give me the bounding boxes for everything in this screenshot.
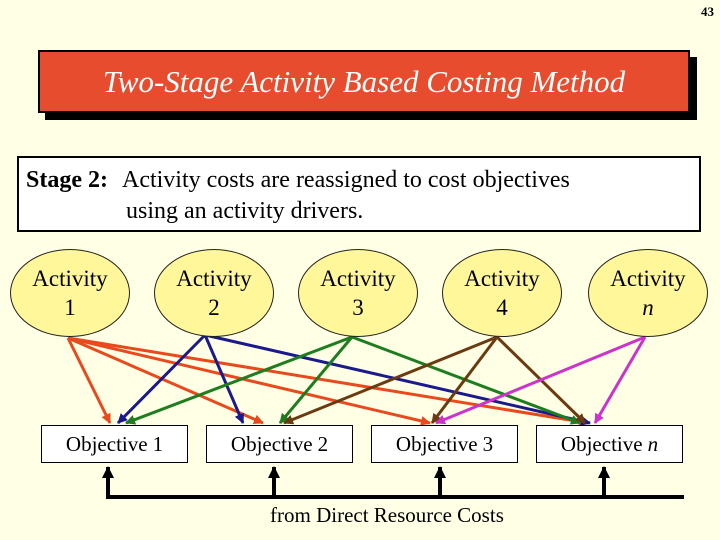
title-banner: Two-Stage Activity Based Costing Method [38, 50, 690, 113]
footer-direct-resource-costs: from Direct Resource Costs [270, 503, 504, 527]
activity-label: Activity [176, 266, 252, 291]
activity-number: n [642, 295, 654, 320]
objective-box-1: Objective 1 [41, 425, 188, 463]
activity-node-4: Activity 4 [442, 249, 562, 337]
arrow-a3-o1 [125, 335, 353, 425]
slide-number: 43 [701, 4, 714, 19]
objective-number: 2 [317, 431, 329, 456]
objective-label: Objective [560, 431, 643, 456]
activity-number: 1 [64, 295, 76, 320]
activity-node-1: Activity 1 [10, 249, 130, 337]
activity-number: 3 [352, 295, 364, 320]
stage-text-line-2: using an activity drivers. [126, 198, 364, 224]
objective-label: Objective [65, 431, 148, 456]
activity-1-arrows [66, 336, 589, 427]
objective-number: 3 [482, 431, 494, 456]
objective-box-2: Objective 2 [206, 425, 353, 463]
activity-node-2: Activity 2 [154, 249, 274, 337]
arrow-a1-o3 [67, 336, 431, 426]
arrow-a4-o2 [283, 335, 498, 425]
activity-n-arrows [435, 335, 647, 425]
objective-number: 1 [152, 431, 164, 456]
arrow-a2-on [204, 333, 591, 426]
arrow-an-on [593, 336, 647, 424]
arrow-a4-o3 [430, 336, 499, 424]
arrow-a2-o1 [116, 333, 207, 425]
stage-line-1: Stage 2: Activity costs are reassigned to… [26, 165, 570, 195]
activity-label: Activity [610, 266, 686, 291]
arrow-a3-o2 [278, 336, 354, 424]
activity-label: Activity [32, 266, 108, 291]
activity-label: Activity [464, 266, 540, 291]
direct-resource-bus [102, 466, 684, 499]
objective-label: Objective [230, 431, 313, 456]
activity-label: Activity [320, 266, 396, 291]
arrow-a2-o2 [203, 334, 245, 424]
stage-label: Stage 2: [26, 167, 108, 193]
arrow-a1-o1 [66, 337, 112, 424]
arrow-a1-on [67, 336, 589, 427]
activity-node-n: Activity n [588, 249, 708, 337]
stage-description-box: Stage 2: Activity costs are reassigned to… [17, 156, 701, 232]
page-title: Two-Stage Activity Based Costing Method [102, 63, 626, 99]
arrow-an-o3 [435, 335, 646, 425]
activity-node-3: Activity 3 [298, 249, 418, 337]
activity-number: 4 [496, 295, 508, 320]
activity-2-arrows [116, 333, 591, 426]
objective-label: Objective [395, 431, 478, 456]
stage-text-line-1: Activity costs are reassigned to cost ob… [121, 167, 570, 193]
activity-number: 2 [208, 295, 220, 320]
objective-box-3: Objective 3 [371, 425, 518, 463]
arrow-a1-o2 [67, 336, 264, 425]
objective-box-n: Objective n [536, 425, 683, 463]
objective-number: n [647, 431, 659, 456]
